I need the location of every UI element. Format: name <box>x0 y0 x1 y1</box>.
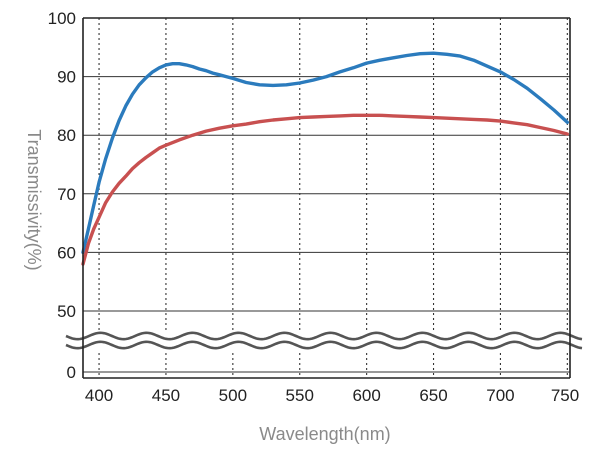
break-band <box>66 331 582 350</box>
x-tick-label-450: 450 <box>152 386 180 405</box>
x-tick-labels: 400 450 500 550 600 650 700 750 <box>85 386 579 405</box>
x-tick-label-600: 600 <box>352 386 380 405</box>
break-wave-lower <box>65 340 583 350</box>
axis-break-mark <box>65 331 583 350</box>
y-tick-labels: 100 90 80 70 60 50 0 <box>48 9 76 382</box>
series-lines <box>81 51 569 266</box>
x-tick-label-700: 700 <box>486 386 514 405</box>
grid <box>83 18 570 378</box>
series-line-2 <box>81 113 569 266</box>
y-tick-label-90: 90 <box>57 68 76 87</box>
y-tick-label-0: 0 <box>67 363 76 382</box>
x-axis-title: Wavelength(nm) <box>259 424 390 444</box>
y-tick-label-50: 50 <box>57 302 76 321</box>
x-tick-label-650: 650 <box>419 386 447 405</box>
series-line-1 <box>81 51 569 255</box>
y-tick-label-80: 80 <box>57 126 76 145</box>
x-tick-label-550: 550 <box>286 386 314 405</box>
break-wave-upper <box>65 331 583 341</box>
x-tick-label-500: 500 <box>219 386 247 405</box>
y-axis-title: Transmissivity(%) <box>24 129 44 270</box>
plot-frame <box>82 17 571 379</box>
y-tick-label-60: 60 <box>57 243 76 262</box>
y-tick-label-70: 70 <box>57 185 76 204</box>
y-tick-label-100: 100 <box>48 9 76 28</box>
x-tick-label-750: 750 <box>551 386 579 405</box>
x-tick-label-400: 400 <box>85 386 113 405</box>
